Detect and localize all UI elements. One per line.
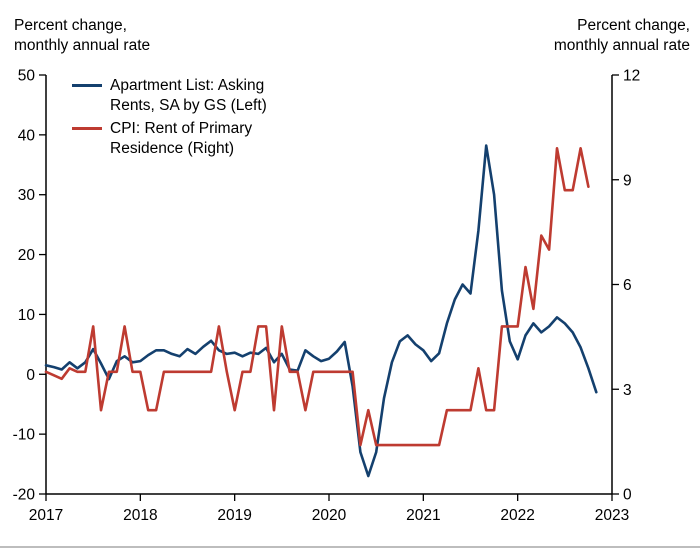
right-axis-title: Percent change, monthly annual rate [553, 17, 690, 54]
left-axis-tick-label: 20 [18, 247, 36, 264]
x-axis-tick-label: 2018 [123, 507, 157, 524]
left-axis-tick-label: 0 [26, 367, 35, 384]
cpi-rent-line-swatch [72, 127, 102, 131]
x-axis-tick-label: 2021 [406, 507, 440, 524]
legend-entry-cpi-rent: CPI: Rent of Primary Residence (Right) [72, 119, 267, 159]
x-axis-tick-label: 2023 [595, 507, 629, 524]
x-axis-tick-label: 2017 [29, 507, 63, 524]
right-axis-tick-label: 6 [623, 277, 632, 294]
right-axis-tick-label: 9 [623, 172, 632, 189]
left-axis-tick-label: 50 [18, 68, 36, 85]
x-axis-tick-label: 2019 [217, 507, 251, 524]
left-axis-title: Percent change, monthly annual rate [14, 17, 151, 54]
apartment-list-line [44, 144, 598, 478]
legend: Apartment List: Asking Rents, SA by GS (… [72, 76, 267, 159]
x-axis-tick-label: 2020 [312, 507, 347, 524]
cpi-rent-line [44, 147, 590, 447]
left-axis-tick-label: -10 [13, 427, 36, 444]
right-axis-tick-label: 12 [623, 68, 640, 85]
x-axis-tick-label: 2022 [500, 507, 534, 524]
left-axis-tick-label: 40 [18, 127, 36, 144]
left-axis-tick-label: -20 [13, 487, 36, 504]
legend-label-apartment-list: Apartment List: Asking Rents, SA by GS (… [110, 77, 267, 114]
apartment-list-line-swatch [72, 84, 102, 88]
right-axis-tick-label: 0 [623, 487, 632, 504]
footer-rule [0, 546, 700, 548]
legend-entry-apartment-list: Apartment List: Asking Rents, SA by GS (… [72, 76, 267, 116]
right-axis-tick-label: 3 [623, 382, 632, 399]
legend-label-cpi-rent: CPI: Rent of Primary Residence (Right) [110, 120, 253, 157]
left-axis-tick-label: 30 [18, 187, 36, 204]
left-axis-tick-label: 10 [18, 307, 36, 324]
